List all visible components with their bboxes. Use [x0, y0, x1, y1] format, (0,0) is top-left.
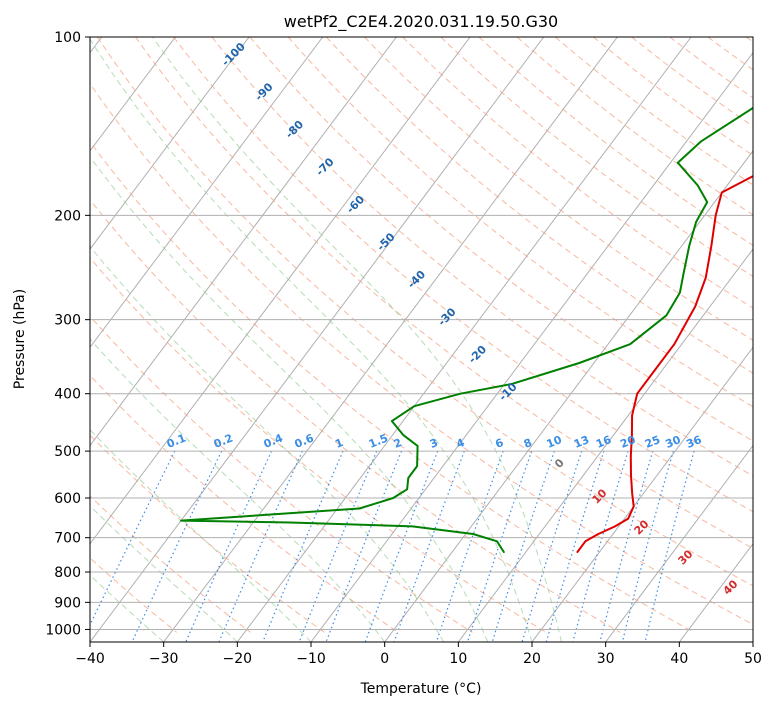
y-tick-label: 100 [54, 30, 81, 46]
mixing-ratio-label: 10 [545, 433, 564, 451]
dry-adiabat-line [478, 37, 753, 246]
dry-adiabat-line [593, 37, 753, 157]
y-tick-label: 300 [54, 313, 81, 329]
x-tick-label: −10 [296, 651, 326, 667]
mixing-ratio-label: 20 [618, 433, 637, 451]
isotherm-line [752, 641, 753, 642]
mixing-ratio-label: 8 [522, 436, 534, 451]
isotherm-line [90, 37, 250, 250]
moist-adiabat-line [90, 38, 533, 642]
x-tick-label: 50 [744, 651, 762, 667]
y-tick-label: 700 [54, 531, 81, 547]
mixing-ratio-label: 2 [392, 436, 404, 451]
isotherm-line [310, 51, 753, 642]
mixing-ratio-line [325, 450, 403, 642]
mixing-ratio-line [545, 450, 605, 642]
y-tick-label: 900 [54, 595, 81, 611]
isotherm-line [236, 37, 692, 642]
mixing-ratio-label: 1 [333, 436, 345, 451]
x-tick-label: −40 [75, 651, 105, 667]
mixing-ratio-line [298, 450, 378, 642]
moist-adiabat-line [90, 156, 489, 642]
x-tick-label: 30 [597, 651, 615, 667]
mixing-ratio-line [621, 450, 674, 642]
mixing-ratio-line [572, 450, 629, 642]
dry-adiabat-line [249, 37, 753, 442]
mixing-ratio-label: 25 [643, 433, 662, 451]
isotherm-line [90, 37, 397, 447]
isotherm-line [90, 37, 545, 642]
mixing-ratio-label: 13 [572, 433, 591, 451]
dry-adiabat-line [364, 37, 753, 341]
mixing-ratio-line [521, 450, 583, 642]
x-axis-label: Temperature (°C) [360, 681, 482, 697]
temperature-profile-line [576, 175, 753, 553]
isotherm-line [163, 37, 618, 642]
mixing-ratio-line [491, 450, 555, 642]
y-tick-label: 200 [54, 208, 81, 224]
dry-adiabat-line [287, 37, 753, 408]
x-tick-label: −20 [223, 651, 253, 667]
mixing-ratio-line [393, 450, 465, 642]
isotherm-line [90, 37, 324, 349]
mixing-ratio-label: 30 [664, 433, 683, 451]
y-tick-label: 500 [54, 444, 81, 460]
y-tick-label: 800 [54, 565, 81, 581]
dry-adiabat-line [554, 37, 753, 186]
isotherm-line [605, 444, 753, 642]
sounding-profiles [180, 106, 753, 553]
dry-adiabat-line [211, 37, 753, 477]
mixing-ratio-label: 16 [594, 433, 613, 451]
dry-adiabat-line [90, 374, 399, 633]
y-tick-label: 600 [54, 491, 81, 507]
y-axis-ticks: 100 200 300 400 500 600 700 800 900 1000 [45, 30, 90, 638]
x-tick-label: −30 [149, 651, 179, 667]
mixing-ratio-line [599, 450, 654, 642]
dry-adiabat-line [90, 434, 325, 633]
dry-adiabat-line [90, 315, 473, 633]
x-axis-ticks: −40 −30 −20 −10 0 10 20 30 40 50 [75, 642, 762, 667]
x-tick-label: 0 [380, 651, 389, 667]
y-axis-label: Pressure (hPa) [12, 289, 28, 389]
x-tick-label: 20 [523, 651, 541, 667]
dry-adiabat-line [96, 37, 753, 587]
mixing-ratio-line [131, 450, 223, 642]
moist-adiabat-line [90, 574, 165, 642]
x-tick-label: 10 [449, 651, 467, 667]
mixing-ratio-line [435, 450, 504, 642]
isotherm-line [457, 248, 753, 642]
dry-adiabat-line [90, 83, 753, 625]
moist-adiabat-line [90, 429, 312, 642]
dry-adiabat-line [325, 37, 753, 374]
isotherm-line [90, 37, 176, 152]
plot-frame [89, 36, 754, 643]
mixing-ratio-label: 3 [428, 436, 440, 451]
mixing-ratio-line [364, 450, 439, 642]
x-tick-label: 40 [670, 651, 688, 667]
moist-adiabat-line [90, 505, 238, 642]
mixing-ratio-label: 36 [684, 433, 703, 451]
isotherm-line [531, 346, 753, 642]
y-tick-label: 1000 [45, 622, 81, 638]
moist-adiabat-line [90, 338, 386, 642]
plot-area [90, 37, 753, 642]
y-tick-label: 400 [54, 387, 81, 403]
mixing-ratio-line [466, 450, 533, 642]
isotherm-line [90, 37, 471, 545]
mixing-ratio-line [262, 450, 344, 642]
dry-adiabat-line [440, 37, 753, 278]
isotherm-line [384, 150, 753, 642]
moist-adiabat-line [152, 37, 562, 642]
pressure-grid [90, 37, 753, 630]
chart-title: wetPf2_C2E4.2020.031.19.50.G30 [284, 12, 558, 32]
dewpoint-profile-line [180, 106, 753, 553]
